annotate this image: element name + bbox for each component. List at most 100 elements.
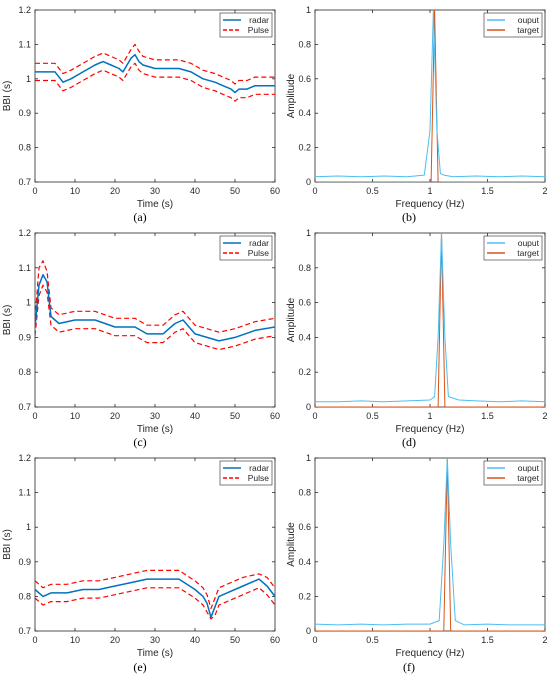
x-tick-label: 40: [190, 186, 200, 196]
legend-box: [483, 235, 543, 261]
y-tick-label: 1: [26, 74, 31, 84]
legend-box: [219, 460, 273, 486]
x-axis-label: Time (s): [137, 424, 173, 435]
caption-a: (a): [133, 210, 147, 224]
x-tick-label: 30: [150, 186, 160, 196]
ouput-line: [315, 233, 545, 403]
y-tick-label: 1.2: [18, 5, 31, 15]
x-axis-label: Time (s): [137, 648, 173, 659]
y-tick-label: 0.9: [18, 557, 31, 567]
caption-b: (b): [402, 210, 416, 224]
pulse-upper-line: [35, 43, 275, 85]
y-tick-label: 1.2: [18, 453, 31, 463]
x-tick-label: 1.5: [481, 411, 494, 421]
x-tick-label: 0.5: [366, 411, 379, 421]
pulse-upper-line: [35, 260, 275, 333]
y-tick-label: 0.8: [298, 488, 311, 498]
x-tick-label: 10: [70, 186, 80, 196]
ouput-line: [315, 458, 545, 626]
y-tick-label: 0.4: [298, 557, 311, 567]
legend-box: [219, 235, 273, 261]
caption-c: (c): [133, 435, 147, 449]
y-tick-label: 1.1: [18, 39, 31, 49]
x-tick-label: 0: [32, 635, 37, 645]
x-tick-label: 10: [70, 411, 80, 421]
legend-label-radar: radar: [249, 238, 269, 248]
y-axis-label: BBI (s): [2, 305, 13, 336]
y-tick-label: 0: [306, 626, 311, 636]
x-tick-label: 1.5: [481, 635, 494, 645]
pulse-upper-line: [35, 569, 275, 610]
axes-frame-e: [34, 457, 276, 632]
legend-label-target: target: [517, 25, 539, 35]
y-tick-label: 1: [306, 228, 311, 238]
plot-f: 0 0.5 1 1.5 2 0 0.2 0.4 0.6 0.8 1 Frequency (Hz) Amp…: [286, 453, 548, 659]
caption-d: (d): [402, 435, 416, 449]
x-tick-label: 1: [427, 186, 432, 196]
x-tick-label: 20: [110, 411, 120, 421]
legend-box: [219, 12, 273, 38]
y-tick-label: 0.7: [18, 626, 31, 636]
x-axis-label: Frequency (Hz): [396, 648, 465, 659]
caption-f: (f): [403, 660, 415, 674]
y-tick-label: 0.2: [298, 591, 311, 601]
pulse-lower-line: [35, 284, 275, 351]
pulse-lower-line: [35, 587, 275, 620]
x-tick-label: 0: [32, 411, 37, 421]
y-tick-label: 0.2: [298, 367, 311, 377]
y-tick-label: 0.9: [18, 108, 31, 118]
y-tick-label: 0.4: [298, 332, 311, 342]
x-tick-label: 40: [190, 411, 200, 421]
y-tick-label: 0.8: [18, 143, 31, 153]
x-tick-label: 20: [110, 186, 120, 196]
x-tick-label: 0.5: [366, 635, 379, 645]
y-tick-label: 0.6: [298, 74, 311, 84]
y-axis-label: BBI (s): [2, 529, 13, 560]
y-tick-label: 0.2: [298, 143, 311, 153]
y-tick-label: 0.8: [298, 39, 311, 49]
y-tick-label: 0.4: [298, 108, 311, 118]
x-tick-label: 30: [150, 635, 160, 645]
legend-label-pulse: Pulse: [248, 473, 270, 483]
x-axis-label: Frequency (Hz): [396, 199, 465, 210]
x-tick-label: 40: [190, 635, 200, 645]
legend-label-ouput: ouput: [518, 463, 540, 473]
plot-a: 0 10 20 30 40 50 60 0.7 0.8 0.9 1 1.1 1.2 Time (s) BBI…: [2, 5, 280, 210]
y-tick-label: 0.7: [18, 177, 31, 187]
y-tick-label: 0.6: [298, 298, 311, 308]
y-axis-label: Amplitude: [286, 73, 297, 118]
x-tick-label: 2: [542, 186, 547, 196]
legend-label-pulse: Pulse: [248, 25, 270, 35]
legend-box: [483, 12, 543, 38]
axes-frame-a: [34, 9, 276, 183]
y-tick-label: 1.2: [18, 228, 31, 238]
caption-e: (e): [133, 660, 147, 674]
y-tick-label: 1: [26, 522, 31, 532]
y-tick-label: 0: [306, 402, 311, 412]
y-tick-label: 1.1: [18, 488, 31, 498]
radar-line: [35, 274, 275, 342]
y-tick-label: 0.6: [298, 522, 311, 532]
x-tick-label: 50: [230, 186, 240, 196]
legend-label-radar: radar: [249, 463, 269, 473]
y-tick-label: 0.8: [18, 367, 31, 377]
x-tick-label: 50: [230, 635, 240, 645]
axes-frame-b: [314, 9, 546, 183]
y-tick-label: 1: [306, 5, 311, 15]
x-tick-label: 0: [312, 186, 317, 196]
plot-d: 0 0.5 1 1.5 2 0 0.2 0.4 0.6 0.8 1 Frequency (Hz) Amp…: [286, 228, 548, 435]
x-tick-label: 2: [542, 635, 547, 645]
x-tick-label: 30: [150, 411, 160, 421]
x-tick-label: 0.5: [366, 186, 379, 196]
plot-e: 0 10 20 30 40 50 60 0.7 0.8 0.9 1 1.1 1.2 Time (s) BBI…: [2, 453, 280, 659]
legend-label-ouput: ouput: [518, 15, 540, 25]
pulse-lower-line: [35, 62, 275, 102]
y-axis-label: Amplitude: [286, 297, 297, 342]
x-tick-label: 0: [312, 411, 317, 421]
y-axis-label: Amplitude: [286, 522, 297, 567]
x-tick-label: 1: [427, 411, 432, 421]
plot-c: 0 10 20 30 40 50 60 0.7 0.8 0.9 1 1.1 1.2 Time (s) BBI…: [2, 228, 280, 435]
x-tick-label: 60: [270, 411, 280, 421]
radar-line: [35, 578, 275, 618]
